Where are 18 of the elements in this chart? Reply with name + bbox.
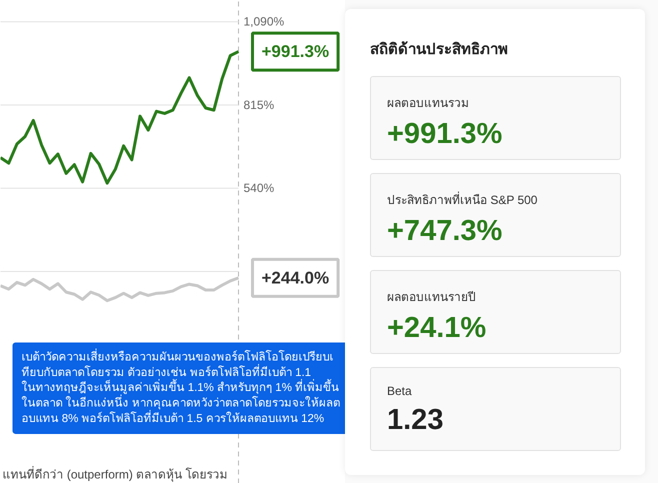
text: 1.23 [387, 403, 444, 437]
text: ผลตอบแทนรวม [387, 95, 470, 112]
text: +24.1% [387, 311, 488, 345]
line-series [0, 50, 240, 185]
annotation: เบต้าวัดความเสี่ยงหรือความผันผวนของพอร์ตโฟลิโอโดยเปรียบเทียบกับตลาดโดยรวม ตัวอย่างเช่น พอร์ตโฟลิโอที่มีเบต้า 1.1 ในทางทฤษฎีจะเห็นมูลค่าเพิ่มขึ้น 1.1% สำหรับทุกๆ 1% ที่เพิ่มขึ้นในตลาด ในอีกแง่หนึ่ง หากคุณคาดหวังว่าตลาดโดยรวมจะให้ผลตอบแทน 8% พอร์ตโฟลิโอที่มีเบต้า 1.5 ควรให้ผลตอบแทน 12% [22, 348, 340, 425]
y-tick-label: 540% [244, 181, 275, 196]
text: +747.3% [387, 214, 504, 248]
text: สถิติด้านประสิทธิภาพ [370, 40, 509, 60]
text: ประสิทธิภาพที่เหนือ S&P 500 [387, 190, 538, 209]
y-tick-label: 815% [244, 98, 275, 112]
text: ผลตอบแทนรายปี [387, 289, 477, 306]
y-tick-label: 1,090% [244, 14, 285, 29]
text: Beta [387, 383, 413, 398]
data-label: +244.0% [262, 268, 330, 288]
text: +991.3% [387, 117, 504, 151]
line-series [0, 276, 240, 302]
annotation: แทนที่ดีกว่า (outperform) ตลาดหุ้น โดยรวม [2, 466, 228, 482]
data-label: +991.3% [262, 42, 330, 62]
